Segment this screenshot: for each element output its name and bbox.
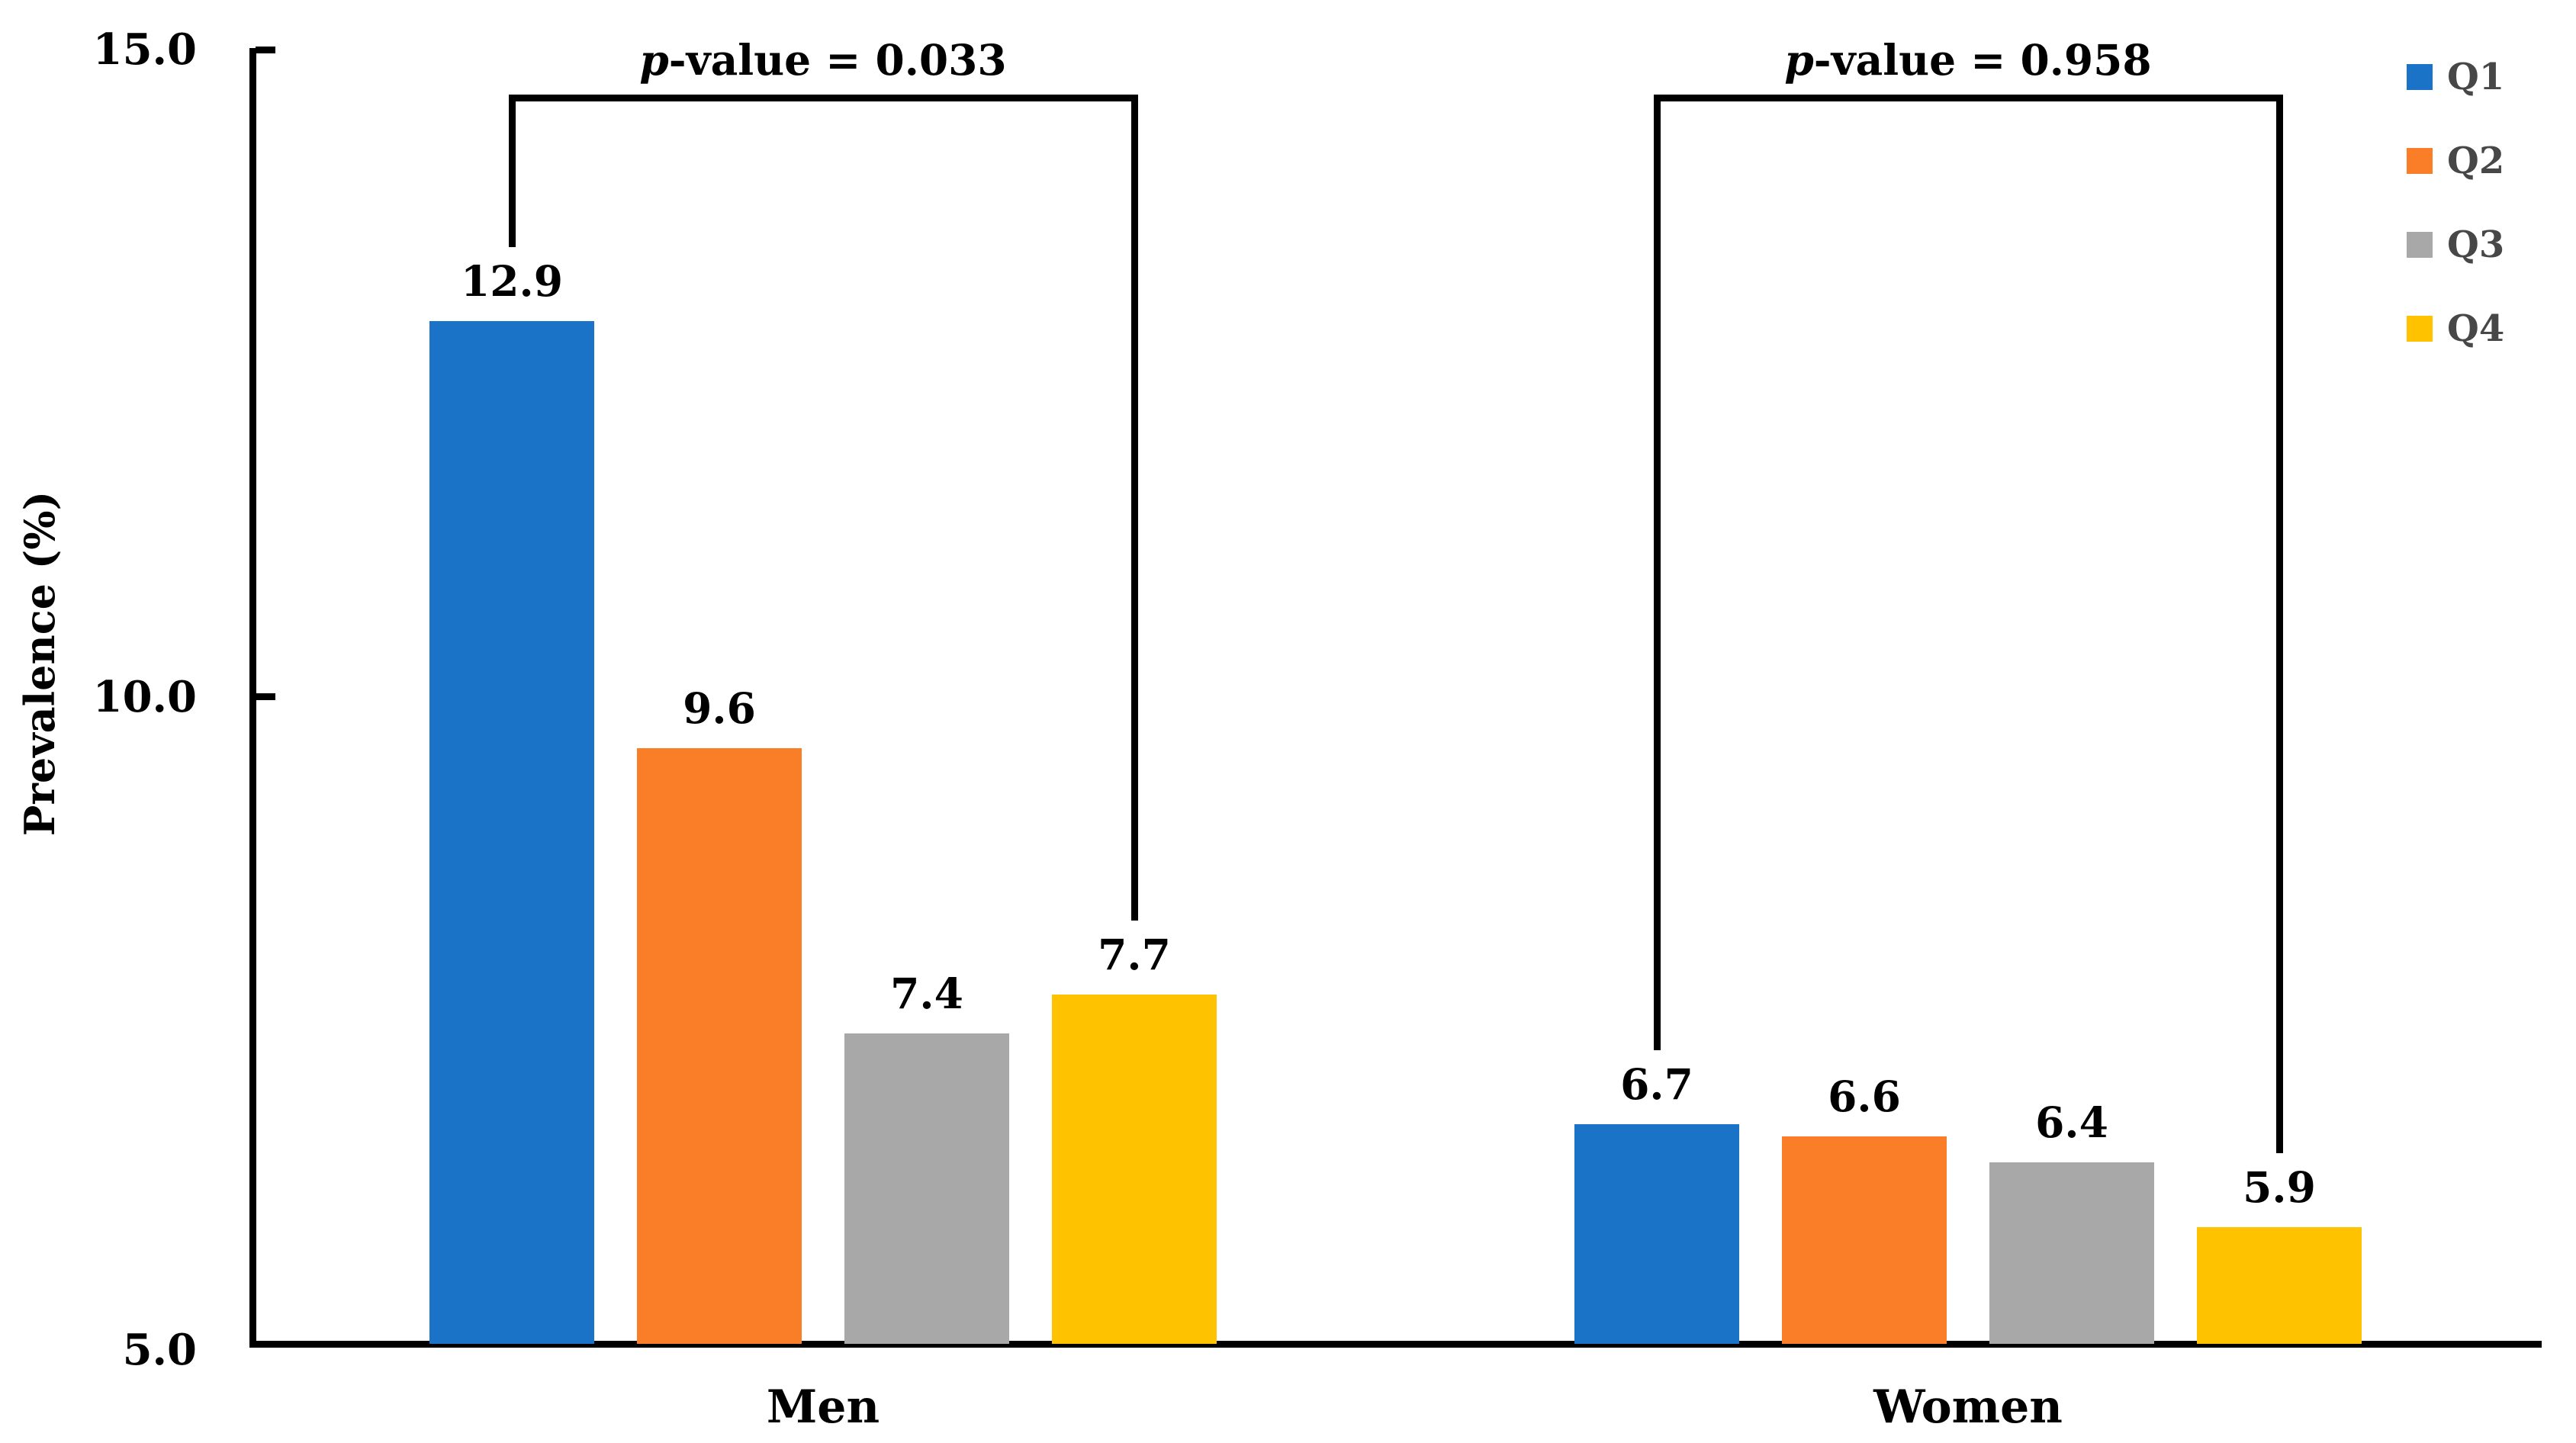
bar-value-label: 6.4: [2035, 1098, 2108, 1148]
bar-women-q1: [1574, 1123, 1739, 1344]
bracket-vertical-left: [1654, 95, 1661, 1050]
p-italic: p: [639, 35, 669, 85]
y-axis-line: [249, 48, 256, 1348]
bar-value-label: 6.7: [1620, 1059, 1693, 1109]
x-axis-line: [249, 1341, 2542, 1348]
legend-item-q4: Q4: [2407, 307, 2505, 350]
bar-women-q2: [1782, 1136, 1947, 1344]
legend-swatch-q1: [2407, 64, 2433, 90]
legend-label-q2: Q2: [2447, 140, 2505, 182]
bracket-horizontal: [1654, 95, 2283, 101]
bar-value-label: 9.6: [683, 683, 756, 734]
category-label-women: Women: [1873, 1380, 2063, 1434]
y-axis-title: Prevalence (%): [15, 490, 64, 837]
bar-value-label: 7.4: [890, 968, 963, 1018]
bar-value-label: 5.9: [2243, 1162, 2316, 1213]
bracket-horizontal: [509, 95, 1138, 101]
bar-value-label: 7.7: [1098, 929, 1171, 979]
p-value-annotation: p-value = 0.033: [639, 35, 1007, 85]
bar-men-q1: [429, 321, 594, 1344]
bracket-vertical-right: [1131, 95, 1138, 921]
legend-item-q2: Q2: [2407, 140, 2505, 182]
y-tick-label: 5.0: [122, 1325, 197, 1375]
bar-men-q4: [1052, 994, 1217, 1344]
legend-swatch-q3: [2407, 232, 2433, 258]
legend-item-q3: Q3: [2407, 223, 2505, 266]
y-tick-label: 15.0: [92, 24, 197, 75]
bar-men-q2: [637, 748, 802, 1344]
legend-swatch-q4: [2407, 316, 2433, 342]
bar-value-label: 6.6: [1828, 1072, 1901, 1122]
legend-label-q4: Q4: [2447, 307, 2505, 350]
legend-item-q1: Q1: [2407, 56, 2505, 98]
p-value-annotation: p-value = 0.958: [1784, 35, 2152, 85]
y-tick-mark: [256, 693, 275, 700]
y-tick-label: 10.0: [92, 671, 197, 722]
bracket-vertical-right: [2276, 95, 2283, 1154]
bar-men-q3: [844, 1033, 1009, 1344]
bar-women-q3: [1989, 1162, 2154, 1344]
bracket-vertical-left: [509, 95, 516, 248]
legend-label-q1: Q1: [2447, 56, 2505, 98]
legend-label-q3: Q3: [2447, 223, 2505, 266]
legend-swatch-q2: [2407, 148, 2433, 174]
category-label-men: Men: [766, 1380, 880, 1434]
bar-women-q4: [2197, 1227, 2362, 1344]
y-tick-mark: [256, 46, 275, 53]
bar-value-label: 12.9: [461, 256, 563, 307]
p-italic: p: [1784, 35, 1814, 85]
